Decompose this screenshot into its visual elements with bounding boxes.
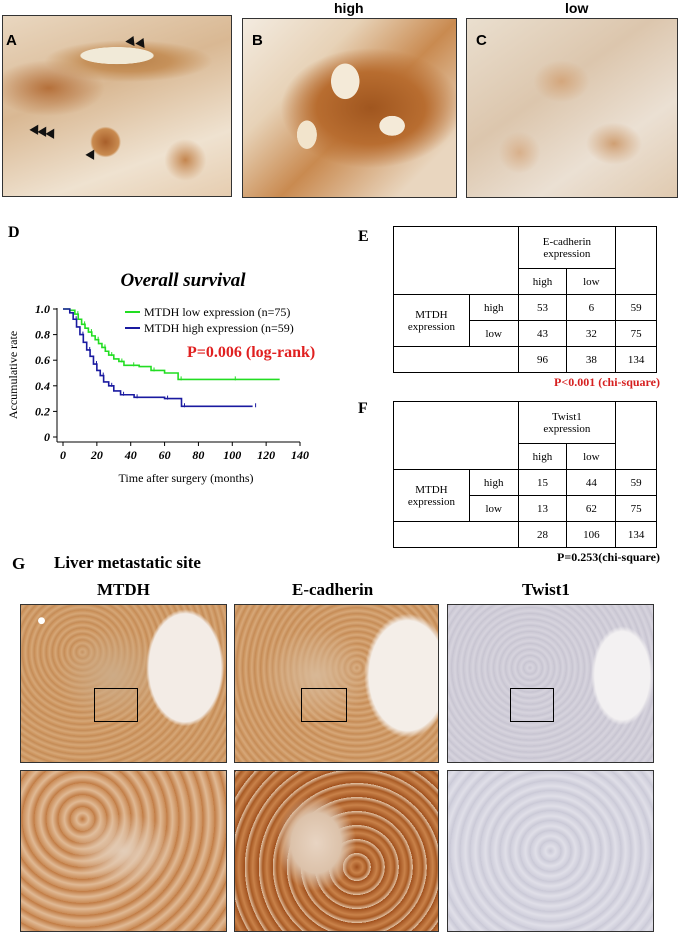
legend: MTDH low expression (n=75) MTDH high exp… [125,305,294,335]
legend-low-label: MTDH low expression (n=75) [144,305,290,319]
logrank-pvalue: P=0.006 (log-rank) [187,344,315,361]
table-e-row-low: low [468,320,519,347]
y-tick-label: 0.6 [35,353,50,367]
table-e-pvalue: P<0.001 (chi-square) [554,375,660,389]
table-f-cell: 75 [615,495,657,522]
table-f-row-high: high [468,469,519,496]
table-e-cell: 6 [566,294,617,321]
curve-mtdh-high [63,308,253,408]
table-f-corner [393,401,519,470]
g-col-title-twist1: Twist1 [522,580,570,599]
legend-high-label: MTDH high expression (n=59) [144,321,294,335]
table-f: Twist1 expression high low MTDH expressi… [393,401,657,548]
table-f-col-low: low [566,443,617,470]
table-e: E-cadherin expression high low MTDH expr… [393,226,657,373]
table-e-cell: 53 [517,294,568,321]
g-mtdh-low-mag [20,604,227,763]
table-e-col-low: low [566,268,617,295]
table-e-col-high: high [517,268,568,295]
table-f-cell: 13 [517,495,568,522]
panel-f-letter: F [358,400,368,417]
table-e-row-label: MTDH expression [393,294,470,347]
table-e-total: 134 [615,346,657,373]
g-twist1-high-mag [447,770,654,932]
y-tick-label: 0.2 [35,404,50,418]
table-f-row-label: MTDH expression [393,469,470,522]
table-f-total: 134 [615,521,657,548]
table-e-cell: 32 [566,320,617,347]
table-f-header: Twist1 expression [517,401,617,444]
x-tick-label: 120 [257,448,275,462]
table-f-pvalue: P=0.253(chi-square) [557,550,660,564]
panel-g-letter: G [12,554,26,573]
g-col-title-mtdh: MTDH [97,580,150,599]
x-tick-label: 140 [291,448,309,462]
table-f-cell: 62 [566,495,617,522]
table-e-corner [393,226,519,295]
table-e-cell: 59 [615,294,657,321]
panel-c-title: low [565,0,589,16]
arrowhead-icon [135,37,149,52]
arrowhead-icon [85,147,99,160]
panel-b-image [242,18,457,198]
x-tick-label: 80 [192,448,204,462]
g-mtdh-high-mag [20,770,227,932]
table-f-total-header [615,401,657,470]
x-axis-label: Time after surgery (months) [119,471,254,485]
table-e-total: 38 [566,346,617,373]
table-e-row-high: high [468,294,519,321]
x-tick-label: 20 [90,448,103,462]
panel-a-letter: A [6,32,17,49]
y-tick-label: 0.8 [35,328,50,342]
table-e-header: E-cadherin expression [517,226,617,269]
x-tick-label: 40 [124,448,137,462]
table-f-total: 106 [566,521,617,548]
roi-box [94,688,138,722]
panel-a-image [2,15,232,197]
panel-d-letter: D [8,224,20,241]
table-e-cell: 43 [517,320,568,347]
y-axis-label: Accumulative rate [6,331,20,419]
y-tick-label: 0.4 [35,379,50,393]
g-twist1-low-mag [447,604,654,763]
x-tick-label: 0 [60,448,66,462]
table-f-cell: 44 [566,469,617,496]
panel-e-letter: E [358,228,369,245]
table-f-col-high: high [517,443,568,470]
g-col-title-ecadherin: E-cadherin [292,580,374,599]
table-f-total-label [393,521,519,548]
table-e-cell: 75 [615,320,657,347]
arrowhead-icon [45,126,59,139]
panel-c-letter: C [476,32,487,49]
panel-c-image [466,18,678,198]
y-tick-label: 0 [44,430,50,444]
table-f-row-low: low [468,495,519,522]
table-f-cell: 15 [517,469,568,496]
table-e-total: 96 [517,346,568,373]
table-f-total: 28 [517,521,568,548]
x-tick-label: 100 [223,448,241,462]
chart-title: Overall survival [120,270,246,291]
y-tick-label: 1.0 [35,302,50,316]
roi-box [301,688,347,722]
g-ecadherin-low-mag [234,604,439,763]
g-ecadherin-high-mag [234,770,439,932]
survival-chart: Overall survival 0 0.2 0.4 0.6 0.8 1.0 0 20 40 6… [6,270,315,485]
table-f-cell: 59 [615,469,657,496]
table-e-total-header [615,226,657,295]
panel-b-title: high [334,0,364,16]
x-tick-label: 60 [159,448,171,462]
panel-g-title: Liver metastatic site [54,553,201,572]
roi-box [510,688,554,722]
table-e-total-label [393,346,519,373]
panel-b-letter: B [252,32,263,49]
